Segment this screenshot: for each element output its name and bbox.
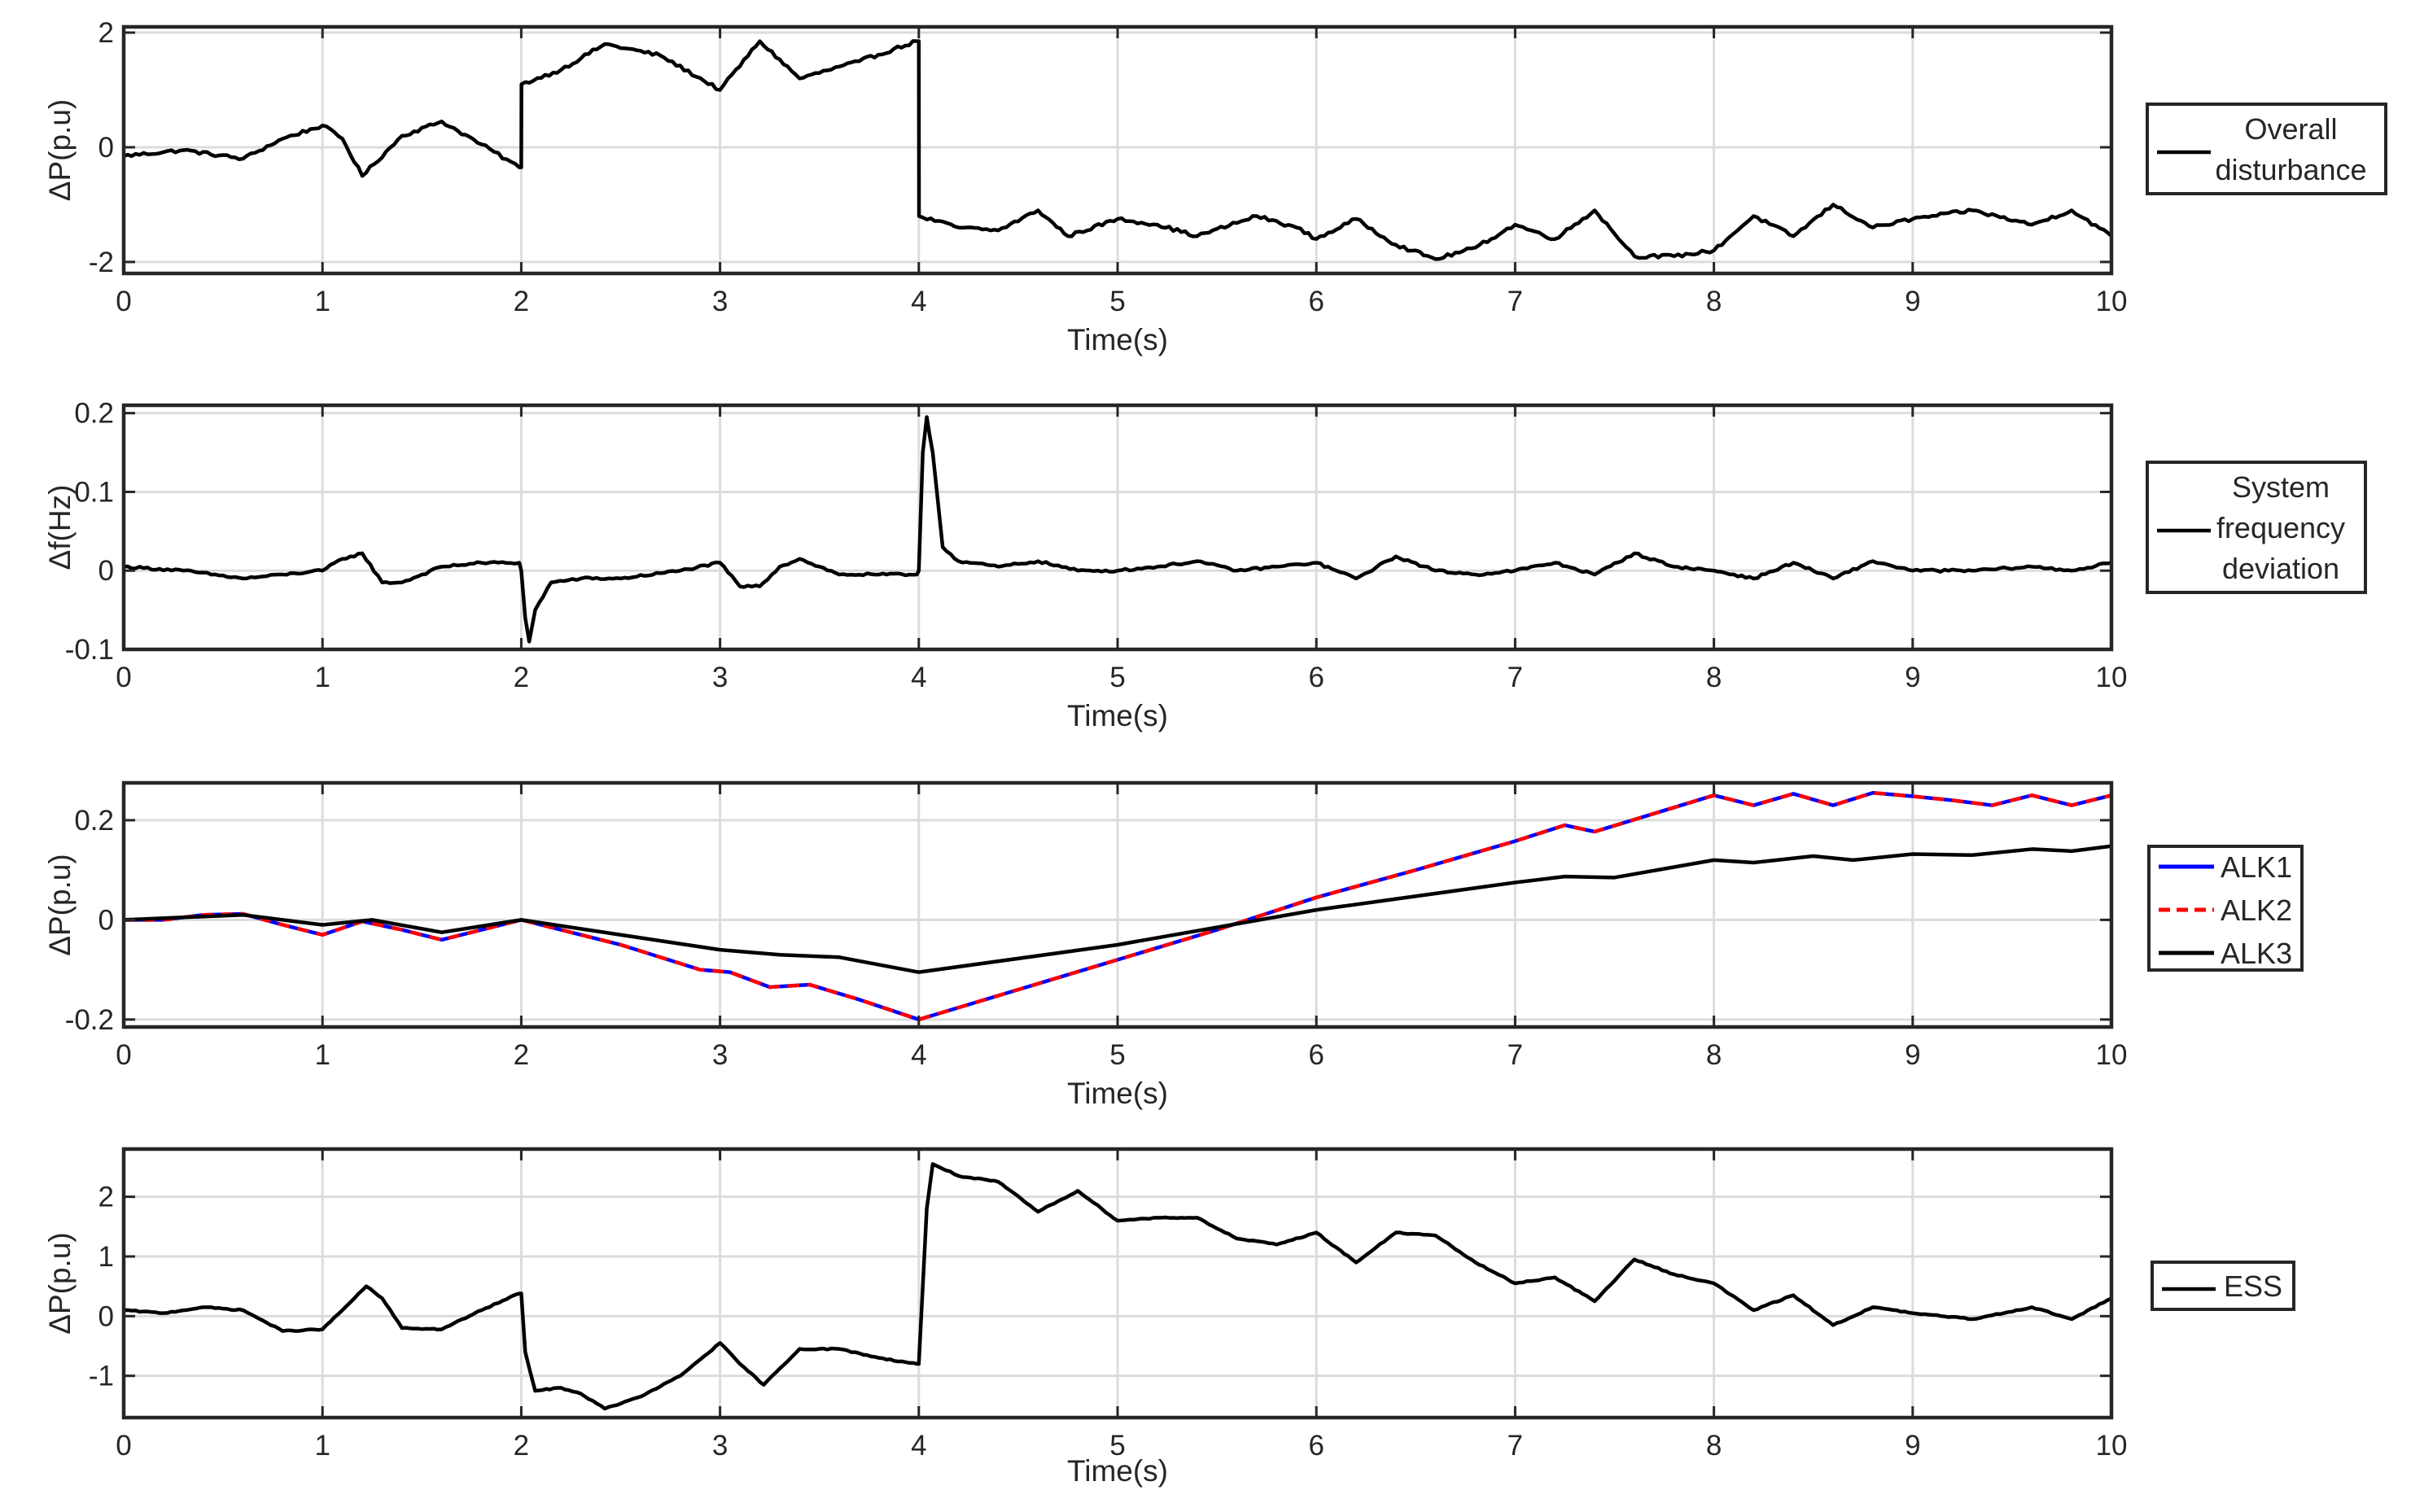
legend-box xyxy=(2146,103,2387,195)
x-tick-label: 4 xyxy=(911,1039,926,1071)
x-tick-label: 2 xyxy=(514,662,529,693)
x-tick-label: 3 xyxy=(712,662,728,693)
y-tick-label: 1 xyxy=(98,1241,114,1273)
x-tick-label: 10 xyxy=(2096,1430,2128,1462)
legend-label: System xyxy=(2232,470,2330,504)
x-tick-label: 10 xyxy=(2096,662,2128,693)
x-tick-label: 0 xyxy=(116,286,131,317)
x-tick-label: 9 xyxy=(1905,1430,1920,1462)
x-tick-label: 6 xyxy=(1308,1430,1324,1462)
x-tick-label: 10 xyxy=(2096,286,2128,317)
legend-label: ESS xyxy=(2224,1269,2282,1303)
x-tick-label: 8 xyxy=(1706,1430,1722,1462)
x-tick-label: 2 xyxy=(514,286,529,317)
legend-box xyxy=(2147,845,2304,972)
x-tick-label: 1 xyxy=(314,286,330,317)
x-tick-label: 2 xyxy=(514,1039,529,1071)
x-tick-label: 4 xyxy=(911,286,926,317)
chart-panel-4: 0 1 2 3 4 5 6 7 8 9 10 -1 0 1 2 Time(s) ΔP(p.u) ESS xyxy=(43,1147,2295,1488)
series-line-ess xyxy=(124,1162,2111,1411)
x-tick-label: 4 xyxy=(911,662,926,693)
series-line-overall-disturbance xyxy=(124,39,2111,261)
y-tick-label: -1 xyxy=(89,1361,114,1392)
y-tick-label: 0.2 xyxy=(74,805,114,837)
x-tick-label: 8 xyxy=(1706,286,1722,317)
y-tick-label: 0 xyxy=(98,555,114,587)
legend-label: Overall xyxy=(2244,112,2337,146)
y-tick-label: 0.1 xyxy=(74,476,114,508)
x-tick-label: 0 xyxy=(116,1039,131,1071)
y-axis-label: ΔP(p.u) xyxy=(43,99,77,201)
series-line-alk2 xyxy=(124,790,2111,1022)
x-axis-label: Time(s) xyxy=(1067,1454,1168,1488)
legend-box xyxy=(2151,1261,2295,1311)
x-tick-label: 4 xyxy=(911,1430,926,1462)
y-axis-label: ΔP(p.u) xyxy=(43,1232,77,1334)
x-axis-label: Time(s) xyxy=(1067,323,1168,356)
x-tick-label: 5 xyxy=(1109,1430,1125,1462)
x-tick-label: 9 xyxy=(1905,286,1920,317)
y-tick-label: -2 xyxy=(89,247,114,278)
x-tick-label: 3 xyxy=(712,1039,728,1071)
x-tick-label: 6 xyxy=(1308,662,1324,693)
legend-label: ALK2 xyxy=(2221,894,2292,927)
y-tick-label: 0 xyxy=(98,904,114,936)
x-tick-label: 5 xyxy=(1109,286,1125,317)
x-tick-label: 7 xyxy=(1507,286,1523,317)
x-tick-label: 9 xyxy=(1905,1039,1920,1071)
legend-label: frequency xyxy=(2216,511,2345,544)
y-tick-label: 0 xyxy=(98,1300,114,1332)
y-tick-label: -0.2 xyxy=(65,1004,114,1036)
x-tick-label: 3 xyxy=(712,1430,728,1462)
y-tick-label: 0 xyxy=(98,132,114,164)
x-tick-label: 0 xyxy=(116,662,131,693)
legend-label: ALK1 xyxy=(2221,850,2292,884)
x-axis-label: Time(s) xyxy=(1067,699,1168,732)
x-tick-label: 1 xyxy=(314,1039,330,1071)
legend-label: ALK3 xyxy=(2221,937,2292,970)
series-line-alk3 xyxy=(124,844,2111,974)
series-line-system-frequency-deviation xyxy=(124,415,2111,644)
legend: Overall disturbance xyxy=(2146,103,2387,195)
x-tick-label: 10 xyxy=(2096,1039,2128,1071)
legend: System frequency deviation xyxy=(2146,461,2367,594)
legend: ESS xyxy=(2151,1261,2295,1311)
legend-label: disturbance xyxy=(2215,153,2366,186)
legend-box xyxy=(2146,461,2367,594)
x-tick-label: 9 xyxy=(1905,662,1920,693)
x-tick-label: 3 xyxy=(712,286,728,317)
y-tick-label: -0.1 xyxy=(65,634,114,666)
legend-label: deviation xyxy=(2222,552,2339,585)
y-tick-label: 2 xyxy=(98,1182,114,1213)
legend: ALK1 ALK2 ALK3 xyxy=(2147,845,2304,972)
y-axis-label: Δf(Hz) xyxy=(43,485,77,570)
x-tick-label: 0 xyxy=(116,1430,131,1462)
x-tick-label: 5 xyxy=(1109,662,1125,693)
x-tick-label: 7 xyxy=(1507,1039,1523,1071)
x-axis-label: Time(s) xyxy=(1067,1077,1168,1110)
y-axis-label: ΔP(p.u) xyxy=(43,854,77,955)
x-tick-label: 5 xyxy=(1109,1039,1125,1071)
x-tick-label: 1 xyxy=(314,662,330,693)
y-tick-label: 2 xyxy=(98,17,114,49)
x-tick-label: 6 xyxy=(1308,286,1324,317)
x-tick-label: 7 xyxy=(1507,1430,1523,1462)
x-tick-label: 1 xyxy=(314,1430,330,1462)
x-tick-label: 2 xyxy=(514,1430,529,1462)
y-tick-label: 0.2 xyxy=(74,398,114,430)
x-tick-label: 6 xyxy=(1308,1039,1324,1071)
x-tick-label: 8 xyxy=(1706,662,1722,693)
x-tick-label: 8 xyxy=(1706,1039,1722,1071)
x-tick-label: 7 xyxy=(1507,662,1523,693)
